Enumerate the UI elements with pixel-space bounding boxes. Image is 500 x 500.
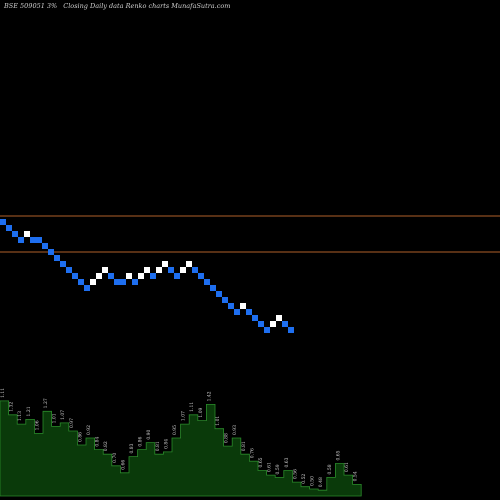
renko-brick (6, 225, 12, 231)
renko-brick (228, 303, 234, 309)
renko-brick (54, 255, 60, 261)
renko-brick (138, 273, 144, 279)
reference-lines (0, 215, 500, 253)
renko-brick (282, 321, 288, 327)
volume-label: 0.63 (284, 457, 290, 467)
renko-brick (222, 297, 228, 303)
volume-label: 0.59 (275, 464, 281, 474)
renko-brick (96, 273, 102, 279)
renko-brick (48, 249, 54, 255)
volume-label: 0.83 (129, 443, 135, 453)
volume-label: 0.93 (232, 425, 238, 435)
volume-label: 0.58 (327, 464, 333, 474)
volume-label: 0.61 (267, 462, 273, 472)
renko-brick (204, 279, 210, 285)
renko-brick (246, 309, 252, 315)
renko-brick (144, 267, 150, 273)
volume-area (0, 400, 362, 497)
renko-brick (114, 279, 120, 285)
renko-brick (198, 273, 204, 279)
volume-label: 0.66 (120, 460, 126, 470)
renko-brick (174, 273, 180, 279)
volume-label: 1.11 (0, 388, 6, 398)
renko-brick (156, 267, 162, 273)
volume-label: 0.52 (301, 474, 307, 484)
renko-brick (252, 315, 258, 321)
volume-label: 0.97 (69, 418, 75, 428)
volume-label: 1.07 (181, 411, 187, 421)
volume-label: 0.86 (77, 432, 83, 442)
volume-label: 0.50 (310, 476, 316, 486)
volume-label: 0.88 (224, 433, 230, 443)
volume-label: 0.54 (353, 471, 359, 481)
renko-brick (42, 243, 48, 249)
volume-label: 0.48 (318, 477, 324, 487)
volume-label: 0.61 (344, 462, 350, 472)
volume-label: 1.11 (189, 402, 195, 412)
renko-brick (24, 231, 30, 237)
volume-label: 1.07 (60, 410, 66, 420)
volume-label: 1.32 (9, 402, 15, 412)
renko-brick (66, 267, 72, 273)
renko-brick (120, 279, 126, 285)
chart-subtitle: Closing Daily data Renko charts MunafaSu… (63, 2, 230, 10)
renko-brick (150, 273, 156, 279)
renko-brick (12, 231, 18, 237)
volume-label: 1.13 (17, 411, 23, 421)
volume-label: 0.81 (241, 441, 247, 451)
volume-label: 0.65 (335, 450, 341, 460)
volume-label: 1.06 (34, 420, 40, 430)
volume-label: 0.95 (172, 425, 178, 435)
volume-labels: 1.111.321.13 1.211.061.271.01 1.070.970.86… (0, 388, 359, 487)
volume-label: 0.70 (112, 453, 118, 463)
volume-label: 0.84 (95, 436, 101, 446)
renko-brick (288, 327, 294, 333)
volume-label: 0.92 (86, 425, 92, 435)
renko-brick (30, 237, 36, 243)
renko-brick (90, 279, 96, 285)
volume-label: 1.09 (198, 407, 204, 417)
renko-brick (210, 285, 216, 291)
volume-label: 1.01 (215, 416, 221, 426)
renko-brick (126, 273, 132, 279)
renko-brick (270, 321, 276, 327)
renko-brick (78, 279, 84, 285)
renko-brick (18, 237, 24, 243)
renko-brick (276, 315, 282, 321)
renko-brick (162, 261, 168, 267)
volume-label: 0.56 (292, 469, 298, 479)
chart-title: BSE 509051 3% (3, 2, 57, 10)
renko-brick (234, 309, 240, 315)
renko-brick (240, 303, 246, 309)
volume-label: 0.76 (249, 448, 255, 458)
renko-brick (84, 285, 90, 291)
volume-label: 1.27 (43, 398, 49, 408)
renko-bricks (0, 219, 294, 333)
volume-series (0, 400, 362, 497)
volume-label: 0.90 (146, 429, 152, 439)
renko-brick (216, 291, 222, 297)
volume-label: 0.82 (103, 441, 109, 451)
renko-brick (0, 219, 6, 225)
volume-label: 0.84 (163, 439, 169, 449)
volume-label: 1.21 (26, 406, 32, 416)
renko-brick (60, 261, 66, 267)
renko-brick (186, 261, 192, 267)
volume-label: 1.42 (206, 391, 212, 401)
renko-brick (168, 267, 174, 273)
volume-label: 0.65 (258, 457, 264, 467)
renko-brick (36, 237, 42, 243)
renko-brick (192, 267, 198, 273)
renko-brick (108, 273, 114, 279)
renko-brick (264, 327, 270, 333)
volume-label: 1.01 (52, 413, 58, 423)
renko-brick (180, 267, 186, 273)
renko-brick (72, 273, 78, 279)
renko-brick (258, 321, 264, 327)
renko-brick (102, 267, 108, 273)
volume-label: 0.86 (138, 436, 144, 446)
renko-brick (132, 279, 138, 285)
volume-label: 0.81 (155, 441, 161, 451)
